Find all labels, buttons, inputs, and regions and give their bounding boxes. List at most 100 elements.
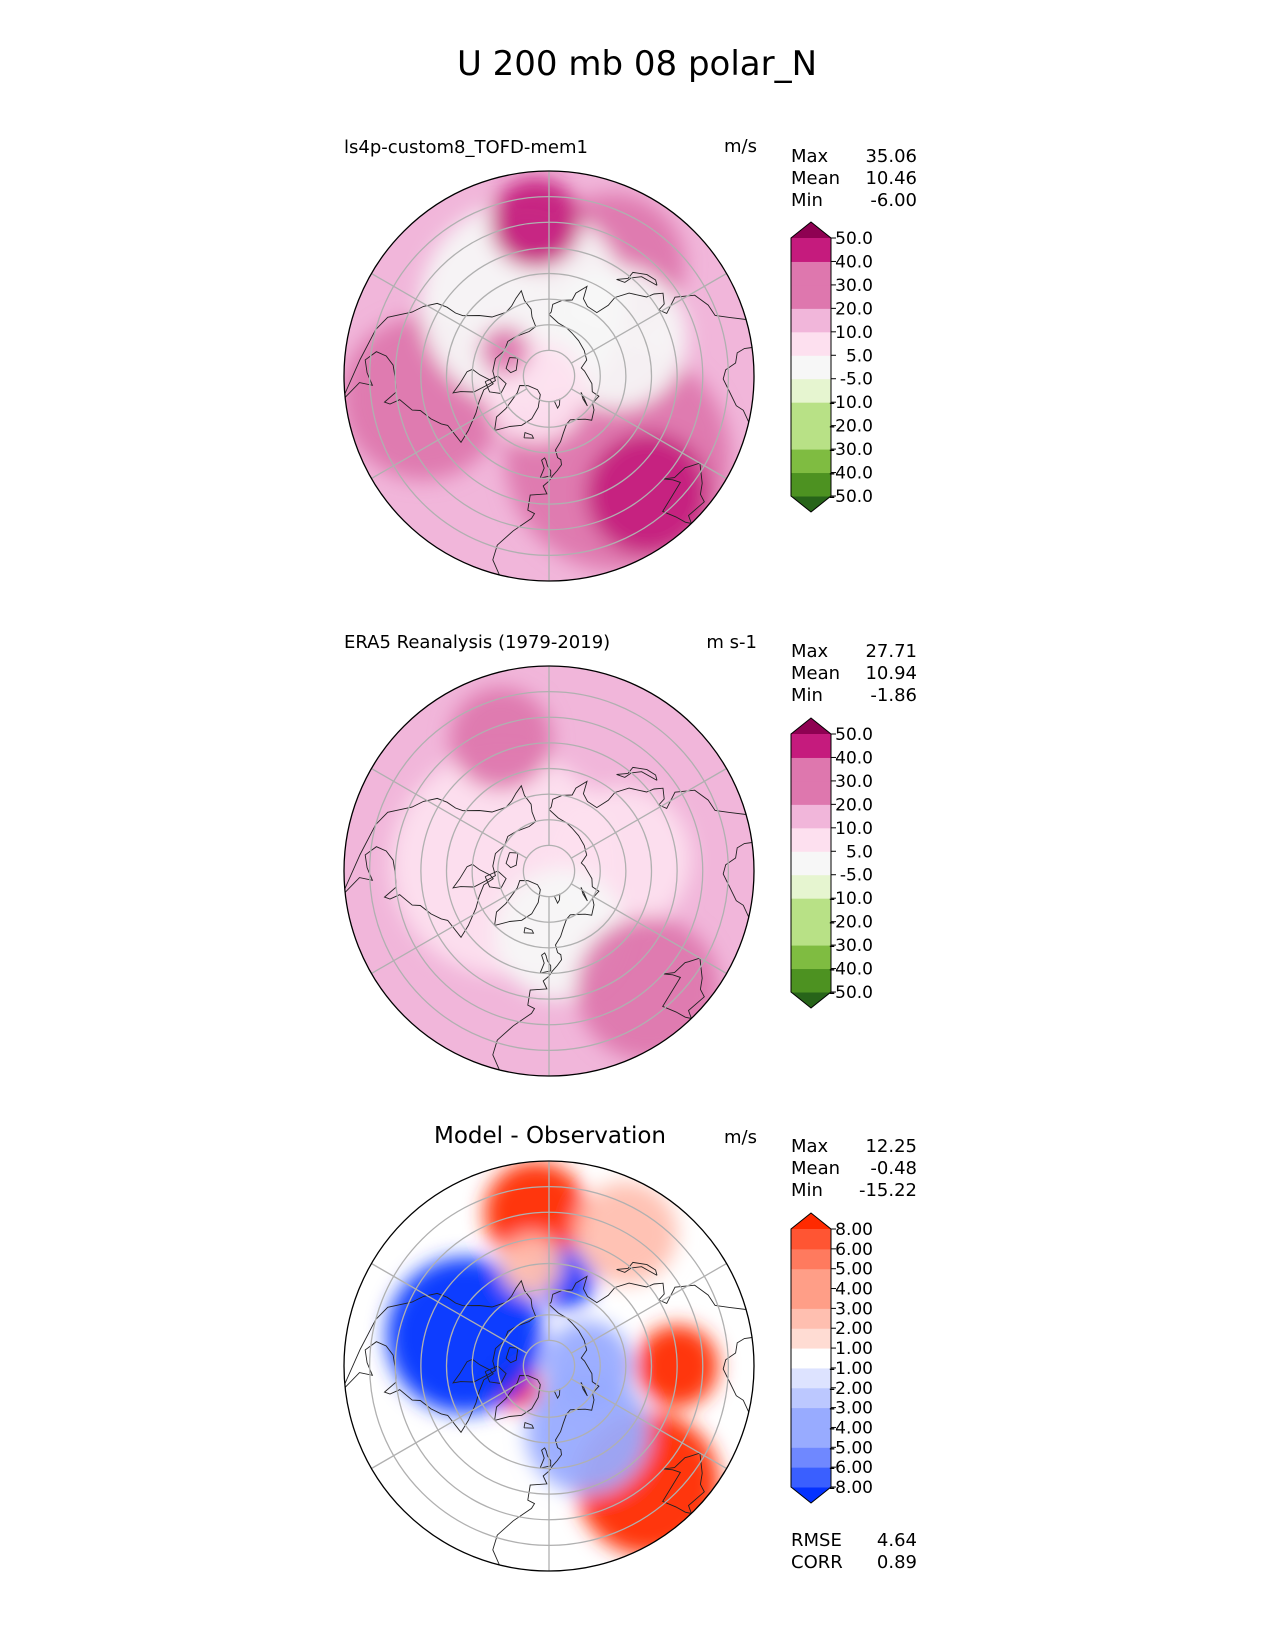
panel-model-min-label: Min — [791, 190, 823, 211]
coastline-11 — [505, 1347, 519, 1364]
panel-diff-units: m/s — [724, 1127, 757, 1148]
colorbar-band-10 — [791, 261, 831, 286]
colorbar-band-4 — [791, 402, 831, 427]
colorbar-band-8 — [791, 308, 831, 333]
colorbar: 50.0 40.0 30.0 20.0 10.0 5.0 -5.0 -10.0 -20.0 -30… — [790, 717, 873, 1009]
coastline-7 — [523, 1421, 535, 1429]
colorbar-tick-label-0: 50.0 — [835, 725, 873, 745]
colorbar-tick-label-4: 3.00 — [835, 1299, 873, 1319]
coastline-4 — [662, 957, 705, 1019]
coastline-10 — [616, 1261, 658, 1276]
colorbar-tick-label-10: -40.0 — [829, 464, 873, 484]
colorbar-band-7 — [791, 331, 831, 356]
colorbar: 8.006.005.004.003.002.001.00-1.00-2.00-3… — [790, 1212, 873, 1504]
colorbar-band-4 — [791, 898, 831, 923]
colorbar-tick-label-7: -1.00 — [829, 1359, 873, 1379]
coastline-12 — [484, 870, 507, 889]
panel-obs: ERA5 Reanalysis (1979-2019) m s-1 Max 27… — [343, 632, 917, 1077]
colorbar-tick-label-9: -30.0 — [829, 440, 873, 460]
colorbar-tick-label-5: 2.00 — [835, 1319, 873, 1339]
colorbar-band-10 — [791, 1288, 831, 1309]
coastline-5 — [722, 1337, 753, 1413]
colorbar-band-9 — [791, 284, 831, 309]
map-boundary — [343, 170, 755, 582]
colorbar-band-3 — [791, 425, 831, 450]
graticule — [368, 666, 730, 1076]
colorbar-extend-low — [791, 1487, 831, 1503]
colorbar-band-7 — [791, 827, 831, 852]
coastline-12 — [484, 1365, 507, 1384]
colorbar-tick-label-6: 1.00 — [835, 1339, 873, 1359]
colorbar-band-2 — [791, 945, 831, 970]
colorbar-band-11 — [791, 1268, 831, 1290]
meridian-300 — [371, 883, 528, 975]
colorbar-band-11 — [791, 734, 831, 758]
panel-diff-mean-value: -0.48 — [870, 1158, 917, 1179]
colorbar-extend-high — [791, 718, 831, 734]
colorbar-band-5 — [791, 874, 831, 899]
panel-diff-mean-label: Mean — [791, 1158, 840, 1179]
colorbar-tick-label-12: -6.00 — [829, 1458, 873, 1478]
meridian-60 — [570, 388, 727, 480]
colorbar-tick-label-10: -40.0 — [829, 960, 873, 980]
colorbar-band-7 — [791, 1348, 831, 1369]
colorbar-tick-label-4: 10.0 — [835, 819, 873, 839]
colorbar-tick-label-3: 20.0 — [835, 299, 873, 319]
meridian-240 — [371, 272, 528, 364]
colorbar-tick-label-0: 8.00 — [835, 1220, 873, 1240]
colorbar-tick-label-2: 30.0 — [835, 772, 873, 792]
colorbar-tick-label-7: -10.0 — [829, 393, 873, 413]
colorbar-tick-label-8: -20.0 — [829, 417, 873, 437]
colorbar-tick-label-5: 5.0 — [846, 346, 873, 366]
meridian-300 — [371, 1378, 528, 1470]
colorbar-tick-label-11: -50.0 — [829, 983, 873, 1003]
colorbar-tick-label-8: -2.00 — [829, 1379, 873, 1399]
coastline-2 — [494, 385, 541, 431]
panel-diff-title: Model - Observation — [434, 1123, 666, 1149]
colorbar-tick-label-9: -30.0 — [829, 936, 873, 956]
coastline-4 — [662, 1452, 705, 1514]
panel-diff: Model - Observation m/s Max 12.25 Mean -… — [343, 1123, 917, 1573]
colorbar-tick-label-3: 20.0 — [835, 795, 873, 815]
meridian-240 — [371, 767, 528, 859]
panel-obs-units: m s-1 — [706, 632, 757, 653]
panel-model: ls4p-custom8_TOFD-mem1 m/s Max 35.06 Mea… — [343, 136, 917, 582]
colorbar-band-8 — [791, 1328, 831, 1349]
meridian-240 — [371, 1262, 528, 1354]
coastline-9 — [580, 1382, 588, 1397]
coastline-5 — [722, 347, 753, 423]
map-boundary — [343, 1160, 755, 1572]
colorbar-band-9 — [791, 1308, 831, 1329]
panel-obs-min-label: Min — [791, 685, 823, 706]
colorbar-tick-label-3: 4.00 — [835, 1280, 873, 1300]
coastline-11 — [505, 852, 519, 869]
colorbar-tick-label-2: 30.0 — [835, 276, 873, 296]
panel-model-mean-value: 10.46 — [865, 168, 917, 189]
colorbar-extend-high — [791, 222, 831, 238]
colorbar-tick-label-11: -50.0 — [829, 487, 873, 507]
colorbar-band-3 — [791, 1427, 831, 1448]
coastline-6 — [539, 952, 552, 974]
panel-diff-min-label: Min — [791, 1180, 823, 1201]
colorbar-band-2 — [791, 449, 831, 474]
field — [344, 666, 754, 1076]
panel-diff-min-value: -15.22 — [859, 1180, 917, 1201]
colorbar-tick-label-1: 40.0 — [835, 748, 873, 768]
coastline-1 — [344, 289, 537, 395]
panel-obs-mean-value: 10.94 — [865, 663, 917, 684]
panel-model-title: ls4p-custom8_TOFD-mem1 — [344, 137, 588, 158]
panel-model-max-label: Max — [791, 146, 829, 167]
coastline-12 — [484, 375, 507, 394]
colorbar-tick-label-11: -5.00 — [829, 1438, 873, 1458]
colorbar-band-8 — [791, 804, 831, 829]
panel-diff-max-label: Max — [791, 1136, 829, 1157]
meridian-120 — [570, 767, 727, 859]
colorbar-tick-label-10: -4.00 — [829, 1418, 873, 1438]
panel-obs-title: ERA5 Reanalysis (1979-2019) — [344, 632, 610, 653]
colorbar-band-5 — [791, 378, 831, 403]
coastline-2 — [494, 880, 541, 926]
coastline-4 — [662, 462, 705, 524]
field-region-4 — [386, 1257, 543, 1414]
coastline-7 — [523, 431, 535, 439]
panel-obs-max-value: 27.71 — [865, 641, 917, 662]
